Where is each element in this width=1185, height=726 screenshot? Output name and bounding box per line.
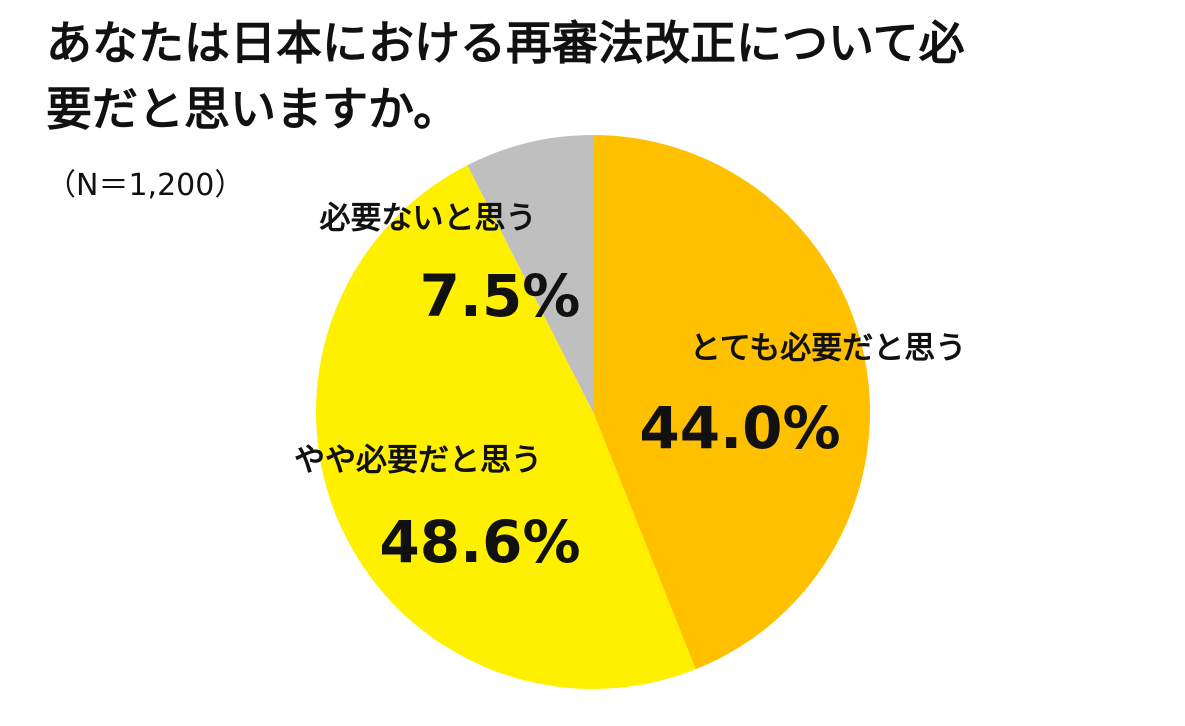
slice-label: 必要ないと思う	[320, 201, 537, 237]
slice-label: とても必要だと思う	[690, 331, 967, 367]
pie-slice	[315, 165, 696, 690]
chart-subtitle: （N＝1,200）	[46, 168, 245, 203]
chart-title: あなたは日本における再審法改正について必要だと思いますか。	[46, 16, 965, 136]
value-label: 44.0%	[639, 394, 840, 462]
value-label: 48.6%	[379, 508, 580, 576]
pie-slice	[593, 135, 870, 670]
slice-label: やや必要だと思う	[294, 443, 542, 479]
pie-slice	[467, 135, 593, 412]
value-label: 7.5%	[420, 262, 581, 330]
